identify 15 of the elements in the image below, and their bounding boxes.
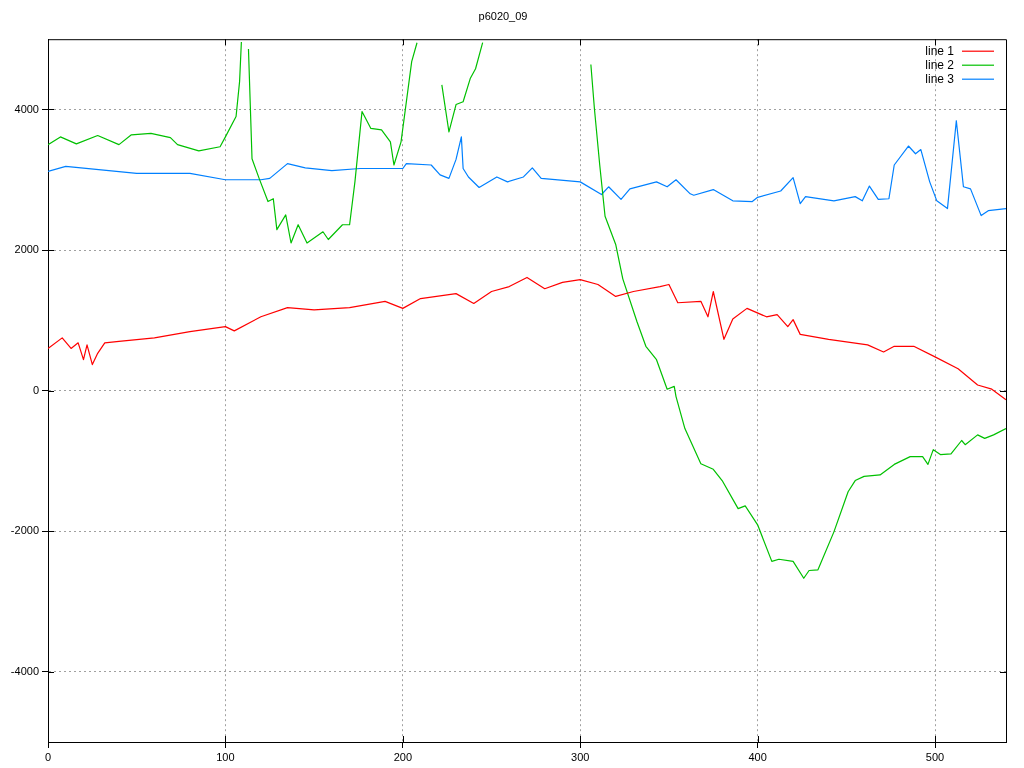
legend-label: line 3 bbox=[925, 71, 955, 86]
y-tick-label: 2000 bbox=[14, 243, 39, 256]
y-tick-label: 0 bbox=[32, 383, 39, 396]
x-tick-label: 500 bbox=[925, 750, 945, 763]
legend-label: line 2 bbox=[925, 57, 955, 72]
chart-title: p6020_09 bbox=[478, 9, 528, 22]
x-tick-label: 300 bbox=[571, 750, 590, 763]
x-tick-label: 0 bbox=[44, 750, 52, 763]
x-tick-label: 400 bbox=[748, 750, 767, 763]
y-tick-label: -2000 bbox=[10, 524, 39, 537]
legend-label: line 1 bbox=[925, 43, 955, 58]
x-tick-label: 200 bbox=[393, 750, 412, 763]
y-tick-label: -4000 bbox=[10, 664, 39, 677]
x-tick-label: 100 bbox=[216, 750, 235, 763]
y-tick-label: 4000 bbox=[14, 102, 39, 115]
